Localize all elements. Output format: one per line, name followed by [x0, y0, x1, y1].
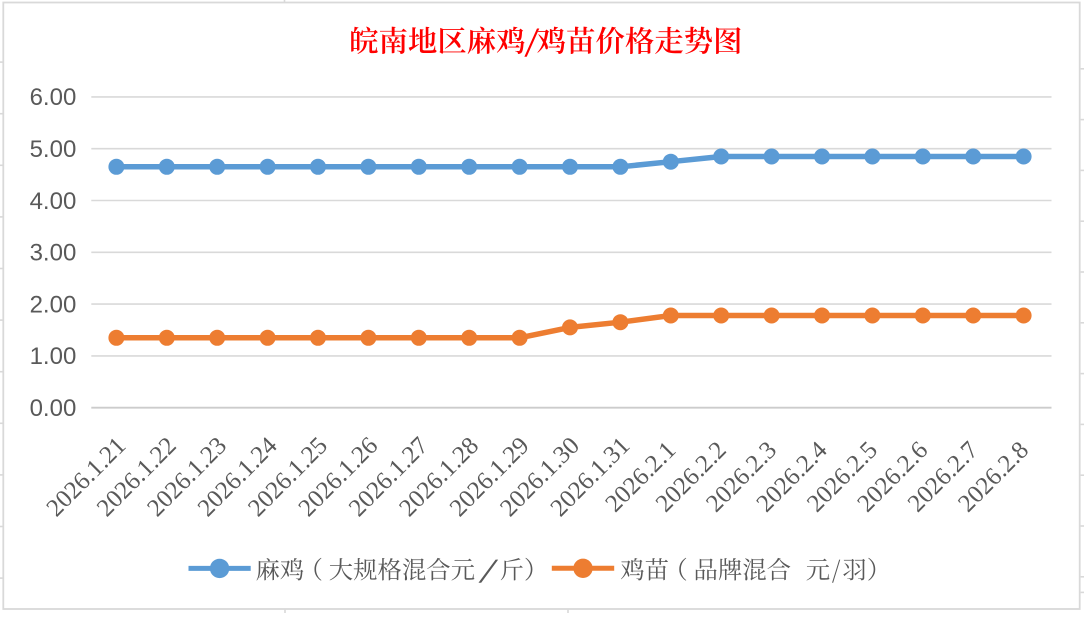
svg-text:0.00: 0.00	[30, 395, 77, 422]
svg-text:6.00: 6.00	[30, 84, 77, 111]
svg-text:1.00: 1.00	[30, 343, 77, 370]
svg-text:5.00: 5.00	[30, 136, 77, 163]
svg-text:3.00: 3.00	[30, 240, 77, 267]
svg-text:2.00: 2.00	[30, 291, 77, 318]
svg-text:4.00: 4.00	[30, 188, 77, 215]
